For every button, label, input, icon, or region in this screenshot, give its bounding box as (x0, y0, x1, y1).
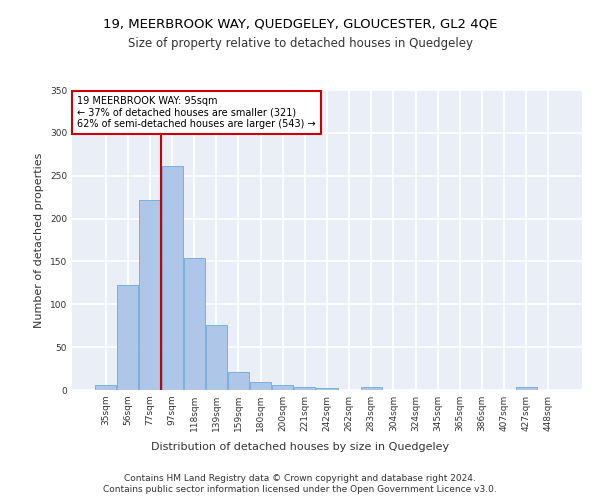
Text: Distribution of detached houses by size in Quedgeley: Distribution of detached houses by size … (151, 442, 449, 452)
Bar (161, 166, 182, 390)
Text: 19, MEERBROOK WAY, QUEDGELEY, GLOUCESTER, GL2 4QE: 19, MEERBROOK WAY, QUEDGELEY, GLOUCESTER… (103, 18, 497, 30)
Text: Contains HM Land Registry data © Crown copyright and database right 2024.: Contains HM Land Registry data © Crown c… (124, 474, 476, 483)
Bar (316, 388, 338, 390)
Bar (139, 200, 160, 390)
Bar (206, 325, 227, 390)
Bar (361, 388, 382, 390)
Text: Contains public sector information licensed under the Open Government Licence v3: Contains public sector information licen… (103, 485, 497, 494)
Bar (515, 388, 536, 390)
Bar (295, 386, 316, 390)
Bar (250, 382, 271, 390)
Text: Size of property relative to detached houses in Quedgeley: Size of property relative to detached ho… (128, 38, 473, 51)
Bar (184, 258, 205, 390)
Text: 19 MEERBROOK WAY: 95sqm
← 37% of detached houses are smaller (321)
62% of semi-d: 19 MEERBROOK WAY: 95sqm ← 37% of detache… (77, 96, 316, 129)
Bar (228, 372, 249, 390)
Bar (272, 385, 293, 390)
Bar (118, 284, 139, 390)
Bar (95, 385, 116, 390)
Y-axis label: Number of detached properties: Number of detached properties (34, 152, 44, 328)
